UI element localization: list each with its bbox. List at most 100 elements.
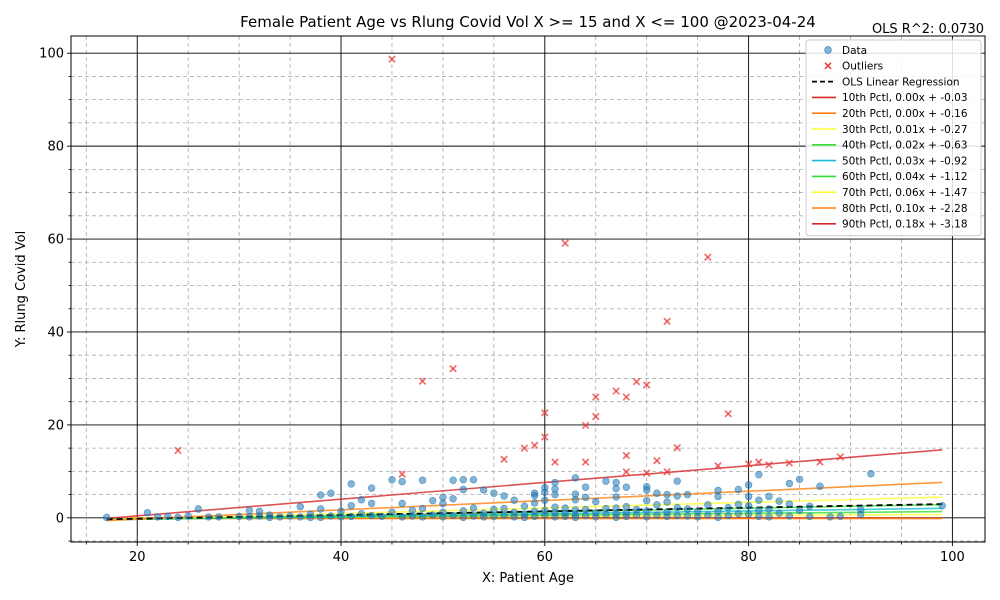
data-point (500, 492, 508, 500)
data-point (530, 512, 539, 521)
data-point (795, 475, 804, 483)
data-point (469, 512, 478, 520)
outlier-stroke (541, 433, 549, 441)
outlier-stroke (642, 469, 651, 478)
data-point (734, 509, 743, 518)
data-point (449, 495, 457, 503)
data-point (469, 476, 478, 484)
data-point (765, 513, 773, 521)
data-point (398, 499, 406, 508)
data-point (581, 483, 590, 491)
data-point (245, 513, 254, 521)
data-point (479, 513, 488, 521)
data-point (622, 502, 631, 511)
data-point (571, 513, 580, 522)
outlier-stroke (622, 451, 631, 460)
legend-outliers-label: Outliers (842, 61, 883, 73)
data-point (622, 512, 631, 521)
data-point (347, 480, 355, 488)
data-point (806, 512, 814, 521)
data-point (418, 504, 427, 513)
data-point (418, 513, 427, 521)
y-tick-label: 0 (56, 511, 64, 526)
data-point (785, 500, 794, 508)
data-point (408, 512, 417, 520)
legend-box (805, 39, 982, 237)
data-point (418, 476, 427, 484)
y-tick-label: 100 (39, 47, 64, 62)
x-tick-label: 100 (940, 550, 965, 565)
outlier-stroke (653, 456, 661, 465)
data-point (867, 469, 875, 478)
outlier-point (541, 433, 549, 441)
percentile-line (106, 481, 943, 522)
data-point (102, 513, 111, 522)
legend-line-label: 80th Pctl, 0.10x + -2.28 (842, 203, 968, 215)
outlier-stroke (704, 253, 712, 261)
data-point (439, 499, 447, 508)
data-point (520, 513, 529, 522)
legend-line-label: 50th Pctl, 0.03x + -0.92 (842, 155, 968, 167)
data-point (683, 512, 692, 520)
data-point (479, 486, 488, 494)
data-point (561, 512, 569, 521)
outlier-point (500, 455, 508, 464)
x-axis-label: X: Patient Age (482, 571, 574, 586)
data-point (388, 508, 396, 516)
outlier-point (724, 409, 733, 418)
data-point (663, 498, 671, 506)
data-point (551, 478, 559, 487)
data-point (429, 511, 437, 519)
data-point (265, 513, 274, 522)
outlier-stroke (744, 460, 753, 468)
data-point (734, 485, 743, 494)
outlier-stroke (714, 461, 722, 470)
data-point (204, 513, 213, 521)
outlier-point (642, 381, 651, 389)
data-point (643, 496, 651, 505)
data-point (296, 502, 304, 511)
outlier-stroke (765, 461, 773, 469)
outlier-point (388, 55, 396, 64)
outlier-stroke (591, 393, 600, 401)
x-tick-label: 40 (333, 550, 350, 565)
data-point (143, 509, 152, 517)
data-points (102, 55, 946, 522)
data-point (276, 513, 284, 521)
legend-outlier-stroke (824, 62, 832, 70)
data-point (174, 513, 182, 522)
data-point (602, 477, 610, 485)
outlier-stroke (449, 364, 457, 373)
outlier-stroke (581, 421, 590, 430)
data-point (541, 511, 549, 520)
legend-outlier-marker (824, 62, 832, 70)
data-point (683, 490, 692, 499)
data-point (306, 513, 315, 522)
outlier-stroke (174, 446, 182, 455)
legend-line-label: 60th Pctl, 0.04x + -1.12 (842, 171, 968, 183)
data-point (643, 486, 651, 494)
data-point (856, 510, 865, 519)
outlier-stroke (816, 458, 824, 466)
legend: Data Outliers OLS Linear Regression 10th Pc… (805, 39, 982, 237)
outlier-stroke (785, 459, 794, 467)
outlier-point (632, 377, 641, 386)
data-point (775, 497, 783, 505)
data-point (367, 499, 376, 508)
outlier-point (785, 459, 794, 467)
legend-line-label: 40th Pctl, 0.02x + -0.63 (842, 140, 968, 152)
data-point (663, 490, 671, 499)
data-point (520, 502, 529, 510)
plot-frame (70, 35, 986, 543)
data-point (724, 503, 732, 512)
data-point (653, 511, 661, 519)
outlier-stroke (500, 455, 508, 464)
y-axis-label: Y: Rlung Covid Vol (14, 231, 29, 348)
data-point (938, 502, 946, 510)
data-point (347, 502, 355, 510)
outlier-stroke (673, 443, 682, 452)
data-point (581, 493, 590, 502)
outlier-point (704, 253, 712, 261)
data-point (643, 513, 651, 521)
data-point (744, 492, 753, 501)
